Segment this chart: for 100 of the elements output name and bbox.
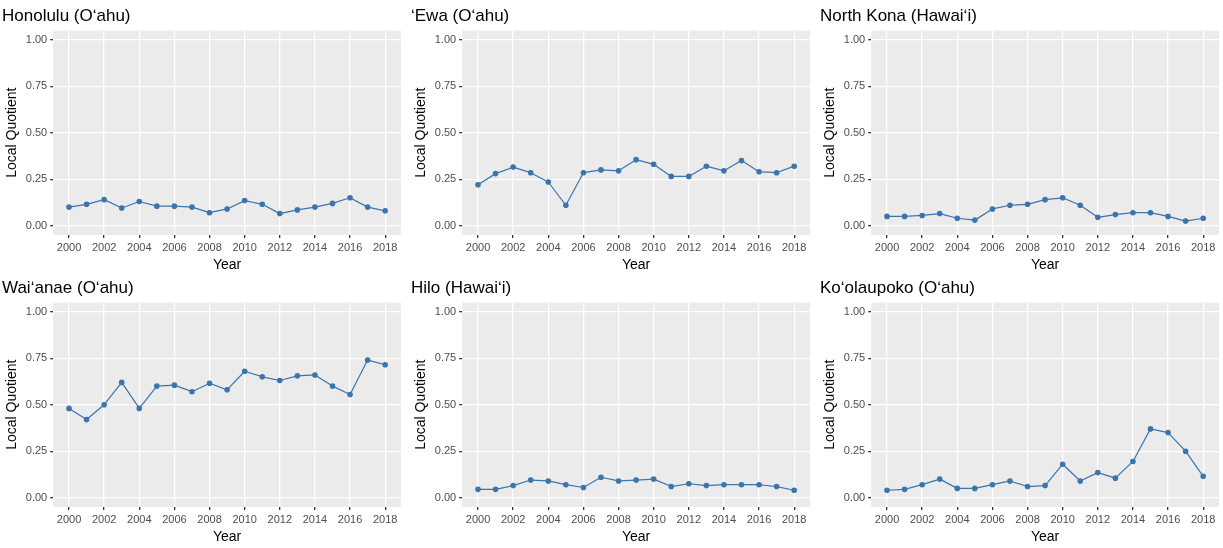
x-axis-title: Year xyxy=(621,256,651,273)
x-tick-label: 2000 xyxy=(874,240,900,253)
y-axis-title: Local Quotient xyxy=(3,87,20,178)
y-axis-title: Local Quotient xyxy=(821,87,838,178)
x-tick-label: 2014 xyxy=(711,512,737,525)
x-tick-label: 2016 xyxy=(337,512,363,525)
x-tick-label: 2004 xyxy=(536,240,561,253)
x-tick-label: 2010 xyxy=(232,512,257,525)
y-axis-title: Local Quotient xyxy=(3,359,20,450)
x-tick-label: 2004 xyxy=(127,512,152,525)
y-axis-title: Local Quotient xyxy=(412,359,429,450)
chart-title: Honolulu (Oʻahu) xyxy=(2,5,131,25)
x-tick-label: 2016 xyxy=(746,512,772,525)
x-tick-label: 2008 xyxy=(1015,240,1040,253)
x-tick-label: 2002 xyxy=(91,240,117,253)
x-tick-label: 2010 xyxy=(641,512,666,525)
y-tick-label: 0.00 xyxy=(843,218,866,231)
x-tick-label: 2012 xyxy=(1085,512,1111,525)
y-tick-label: 0.00 xyxy=(434,218,457,231)
y-axis-title: Local Quotient xyxy=(412,87,429,178)
x-tick-label: 2014 xyxy=(302,512,328,525)
x-tick-label: 2018 xyxy=(372,512,398,525)
x-axis-title: Year xyxy=(212,528,242,545)
x-tick-label: 2000 xyxy=(56,240,82,253)
x-tick-label: 2004 xyxy=(945,240,970,253)
x-tick-label: 2006 xyxy=(162,240,187,253)
x-tick-label: 2008 xyxy=(1015,512,1040,525)
y-tick-label: 0.50 xyxy=(434,125,457,138)
y-tick-label: 1.00 xyxy=(25,304,48,317)
y-tick-label: 0.50 xyxy=(843,125,866,138)
y-tick-label: 0.75 xyxy=(25,351,48,364)
x-tick-label: 2006 xyxy=(571,512,596,525)
x-tick-label: 2002 xyxy=(500,240,526,253)
x-tick-label: 2002 xyxy=(500,512,526,525)
x-tick-label: 2008 xyxy=(197,240,222,253)
x-tick-label: 2008 xyxy=(606,512,631,525)
chart-title: Waiʻanae (Oʻahu) xyxy=(2,277,134,297)
y-tick-label: 0.00 xyxy=(25,218,48,231)
x-tick-label: 2012 xyxy=(1085,240,1111,253)
x-tick-label: 2018 xyxy=(372,240,398,253)
y-tick-label: 0.25 xyxy=(25,172,48,185)
x-axis-title: Year xyxy=(1030,528,1060,545)
y-axis-title: Local Quotient xyxy=(821,359,838,450)
y-tick-label: 0.75 xyxy=(434,79,457,92)
x-tick-label: 2010 xyxy=(1050,512,1075,525)
x-tick-label: 2018 xyxy=(1190,240,1216,253)
y-tick-label: 0.00 xyxy=(843,490,866,503)
x-tick-label: 2018 xyxy=(1190,512,1216,525)
chart-title: Hilo (Hawaiʻi) xyxy=(411,277,512,297)
x-tick-label: 2002 xyxy=(909,512,935,525)
y-tick-label: 1.00 xyxy=(843,32,866,45)
y-tick-label: 0.50 xyxy=(434,397,457,410)
y-tick-label: 0.25 xyxy=(434,444,457,457)
y-tick-label: 0.25 xyxy=(843,172,866,185)
y-tick-label: 0.50 xyxy=(25,125,48,138)
x-tick-label: 2000 xyxy=(56,512,82,525)
x-tick-label: 2016 xyxy=(337,240,363,253)
x-tick-label: 2014 xyxy=(302,240,328,253)
x-tick-label: 2016 xyxy=(1155,240,1181,253)
y-tick-label: 1.00 xyxy=(25,32,48,45)
x-tick-label: 2006 xyxy=(571,240,596,253)
y-tick-label: 0.75 xyxy=(843,351,866,364)
x-tick-label: 2016 xyxy=(1155,512,1181,525)
chart-title: ʻEwa (Oʻahu) xyxy=(411,5,510,25)
y-tick-label: 0.75 xyxy=(434,351,457,364)
x-tick-label: 2012 xyxy=(267,240,293,253)
chart-title: North Kona (Hawaiʻi) xyxy=(820,5,977,25)
x-tick-label: 2006 xyxy=(980,240,1005,253)
y-tick-label: 0.50 xyxy=(25,397,48,410)
y-tick-label: 1.00 xyxy=(434,304,457,317)
x-tick-label: 2010 xyxy=(232,240,257,253)
x-tick-label: 2018 xyxy=(781,240,807,253)
x-tick-label: 2012 xyxy=(676,512,702,525)
x-tick-label: 2010 xyxy=(1050,240,1075,253)
y-tick-label: 1.00 xyxy=(843,304,866,317)
x-tick-label: 2014 xyxy=(711,240,737,253)
x-axis-title: Year xyxy=(212,256,242,273)
y-tick-label: 0.00 xyxy=(25,490,48,503)
chart-title: Koʻolaupoko (Oʻahu) xyxy=(820,277,975,297)
x-tick-label: 2004 xyxy=(945,512,970,525)
y-tick-label: 0.75 xyxy=(843,79,866,92)
x-tick-label: 2016 xyxy=(746,240,772,253)
y-tick-label: 1.00 xyxy=(434,32,457,45)
x-tick-label: 2012 xyxy=(267,512,293,525)
y-tick-label: 0.75 xyxy=(25,79,48,92)
y-tick-label: 0.00 xyxy=(434,490,457,503)
y-tick-label: 0.25 xyxy=(434,172,457,185)
x-tick-label: 2004 xyxy=(536,512,561,525)
x-axis-title: Year xyxy=(1030,256,1060,273)
x-tick-label: 2014 xyxy=(1120,512,1146,525)
y-tick-label: 0.50 xyxy=(843,397,866,410)
x-tick-label: 2000 xyxy=(465,240,491,253)
x-tick-label: 2006 xyxy=(162,512,187,525)
x-tick-label: 2012 xyxy=(676,240,702,253)
x-tick-label: 2010 xyxy=(641,240,666,253)
x-tick-label: 2008 xyxy=(606,240,631,253)
x-axis-title: Year xyxy=(621,528,651,545)
x-tick-label: 2014 xyxy=(1120,240,1146,253)
y-tick-label: 0.25 xyxy=(843,444,866,457)
x-tick-label: 2000 xyxy=(874,512,900,525)
